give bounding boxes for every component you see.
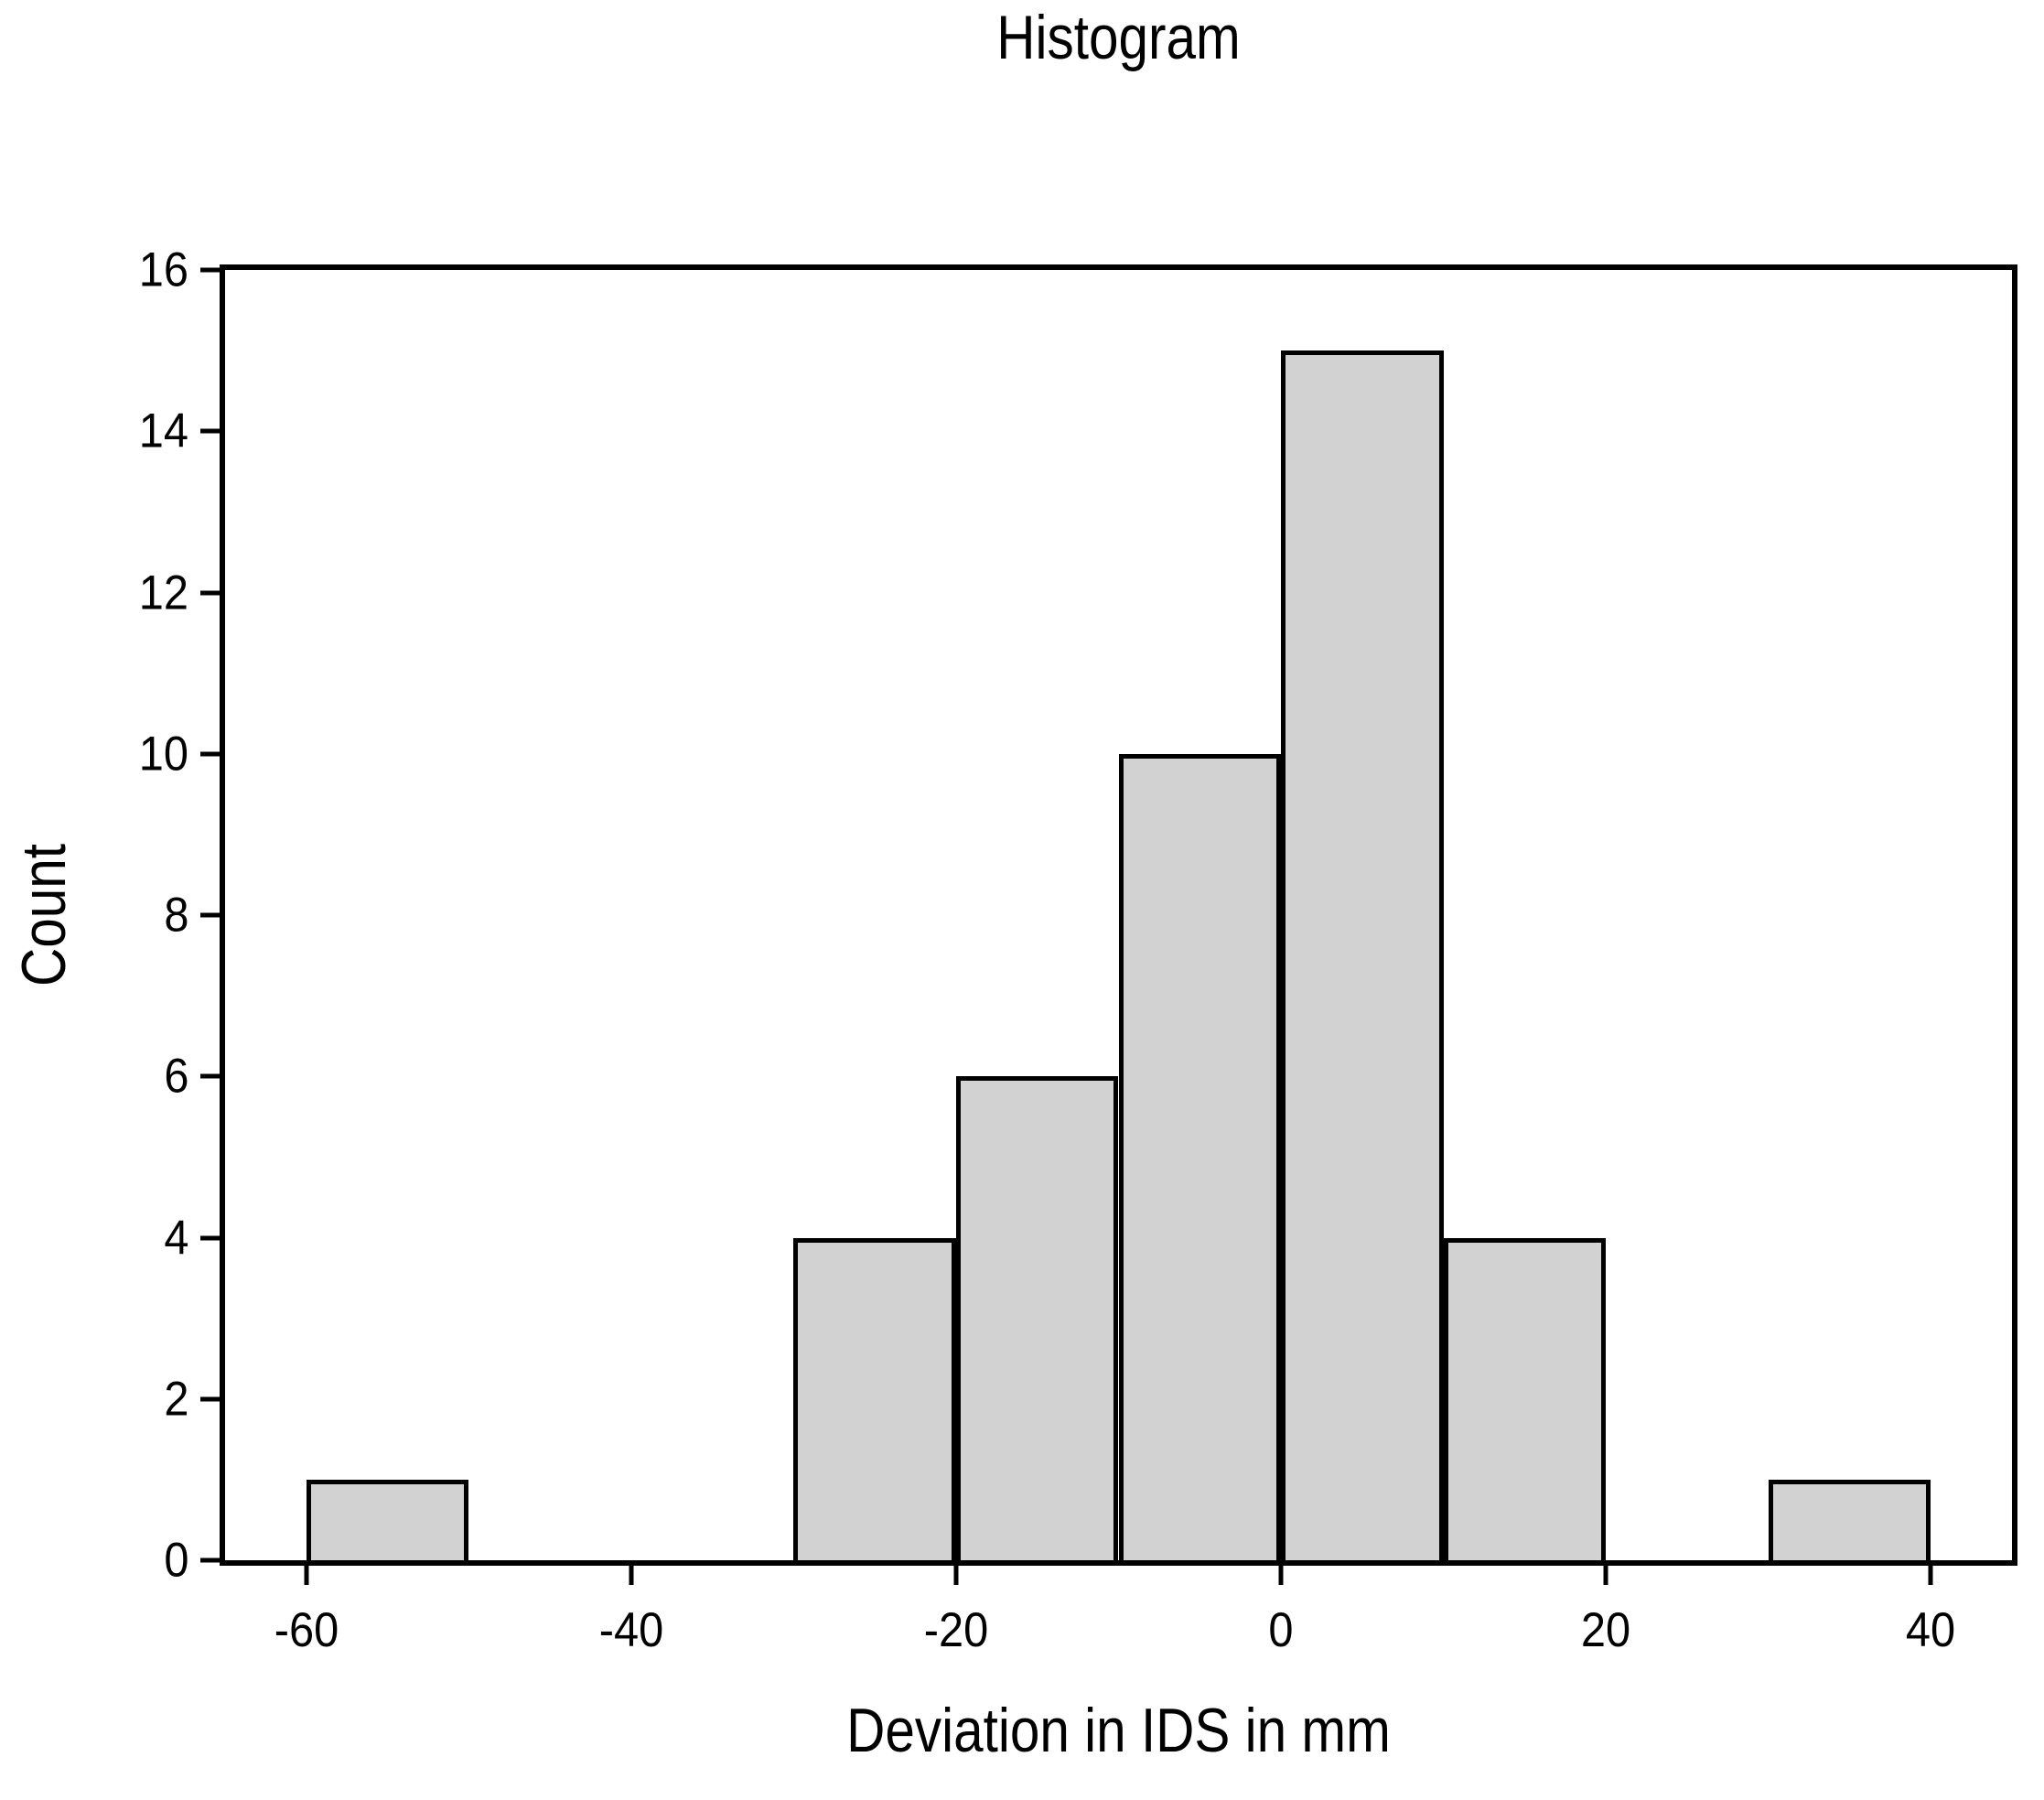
y-tick-16 [200,267,225,273]
plot-area: -60 -40 -20 0 20 40 0 2 4 6 8 10 12 14 16 [139,246,2017,1654]
histogram-bar--20-to--10 [955,1076,1119,1560]
y-tick-12 [200,590,225,595]
y-tick-0 [200,1557,225,1563]
y-tick-10 [200,751,225,757]
histogram-bar-0-to-10 [1281,350,1444,1560]
x-tick-label--20: -20 [923,1603,989,1657]
x-tick-20 [1603,1560,1608,1585]
y-tick-14 [200,428,225,434]
y-tick-label-0: 0 [163,1533,188,1588]
histogram-bar-30-to-40 [1768,1479,1931,1560]
y-tick-label-10: 10 [138,727,188,781]
histogram-bar-10-to-20 [1443,1237,1607,1560]
y-axis-title: Count [9,843,79,987]
y-tick-label-16: 16 [138,243,188,297]
y-tick-label-14: 14 [138,404,188,458]
histogram-bar--10-to-0 [1118,753,1282,1560]
x-tick--60 [304,1560,309,1585]
histogram-bar--30-to--20 [793,1237,956,1560]
y-tick-label-12: 12 [138,566,188,620]
x-axis-title: Deviation in IDS in mm [846,1696,1391,1765]
x-tick-label-20: 20 [1581,1603,1631,1657]
x-tick-label-0: 0 [1268,1603,1294,1657]
chart-title: Histogram [996,3,1241,72]
y-tick-6 [200,1073,225,1079]
y-tick-label-6: 6 [163,1049,188,1104]
y-tick-label-8: 8 [163,888,188,943]
y-tick-8 [200,912,225,918]
x-tick-40 [1928,1560,1933,1585]
x-tick--40 [629,1560,634,1585]
histogram-bar--60-to--50 [306,1479,469,1560]
x-tick--20 [953,1560,959,1585]
y-tick-label-2: 2 [163,1372,188,1427]
y-tick-2 [200,1396,225,1402]
y-tick-4 [200,1235,225,1240]
x-tick-label-40: 40 [1906,1603,1956,1657]
y-tick-label-4: 4 [163,1211,188,1265]
x-tick-label--40: -40 [598,1603,664,1657]
x-tick-label--60: -60 [274,1603,339,1657]
x-tick-0 [1278,1560,1284,1585]
